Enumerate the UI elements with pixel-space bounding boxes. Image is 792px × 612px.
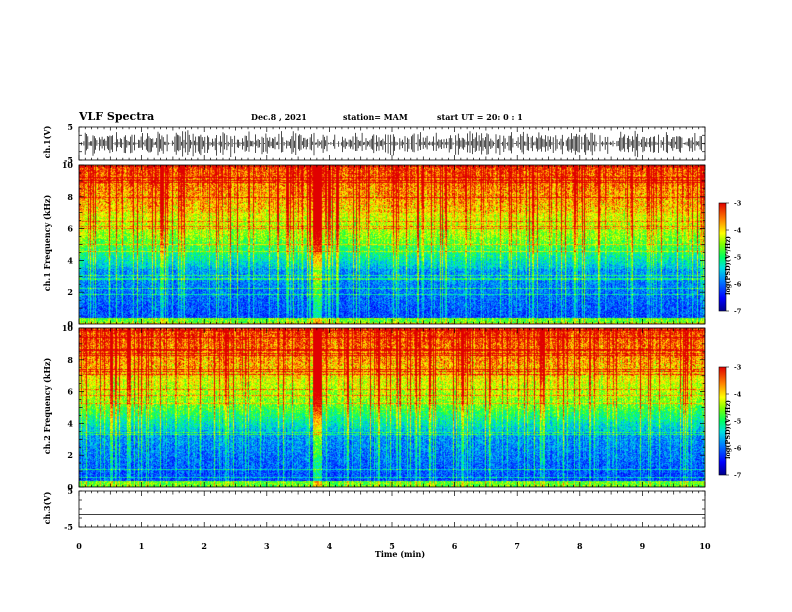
x-tick-label: 3 <box>264 541 270 551</box>
y-tick-label: 0 <box>67 319 73 329</box>
x-tick-label: 0 <box>76 541 82 551</box>
y-tick-label: -5 <box>64 522 73 532</box>
xaxis-label: Time (min) <box>374 549 426 559</box>
y-tick-label: 8 <box>67 192 73 202</box>
colorbar-tick-label: -3 <box>734 200 742 208</box>
ylabel-ch1-frequency: ch.1 Frequency (kHz) <box>42 194 52 292</box>
waveform-ch1-trace <box>79 130 705 158</box>
x-tick-label: 10 <box>699 541 711 551</box>
date-label: Dec.8 , 2021 <box>251 112 307 122</box>
colorbar-label-ch1: log(PSD)(V²/Hz) <box>724 236 732 295</box>
y-tick-label: 2 <box>67 450 73 460</box>
colorbar-tick-label: -4 <box>734 391 742 399</box>
y-tick-label: 6 <box>67 387 73 397</box>
y-tick-label: 0 <box>67 482 73 492</box>
spectrogram-ch1-image <box>79 165 705 324</box>
colorbar-tick-label: -4 <box>734 227 742 235</box>
x-tick-label: 9 <box>640 541 646 551</box>
axis-ticks <box>78 126 706 528</box>
x-tick-label: 1 <box>139 541 145 551</box>
y-tick-label: 2 <box>67 287 73 297</box>
y-tick-label: 4 <box>67 418 73 428</box>
colorbar-tick-label: -6 <box>734 281 742 289</box>
spectrogram-ch2-image <box>79 328 705 487</box>
panel-ch3-waveform <box>78 490 706 528</box>
y-tick-label: 6 <box>67 224 73 234</box>
x-tick-label: 7 <box>514 541 520 551</box>
colorbar-tick-label: -5 <box>734 418 742 426</box>
y-tick-label: 8 <box>67 355 73 365</box>
y-tick-label: 5 <box>67 122 73 132</box>
colorbar-tick-label: -3 <box>734 364 742 372</box>
colorbar-tick-label: -7 <box>734 472 741 480</box>
x-tick-label: 2 <box>201 541 207 551</box>
colorbar-label-ch2: log(PSD)(V²/Hz) <box>724 400 732 459</box>
y-tick-label: 4 <box>67 255 73 265</box>
x-tick-label: 8 <box>577 541 583 551</box>
x-tick-label: 4 <box>327 541 333 551</box>
start-time-label: start UT = 20: 0 : 1 <box>437 112 523 122</box>
y-tick-label: 10 <box>62 160 74 170</box>
station-label: station= MAM <box>343 112 408 122</box>
colorbar-tick-label: -7 <box>734 308 741 316</box>
x-tick-label: 5 <box>389 541 395 551</box>
y-tick-label: 5 <box>67 486 73 496</box>
colorbar-tick-label: -5 <box>734 254 742 262</box>
y-tick-label: 10 <box>62 323 74 333</box>
ylabel-ch1-waveform: ch.1(V) <box>42 125 52 159</box>
colorbar-ticks: -3 -4 -5 -6 -7 -3 -4 -5 -6 -7 <box>726 200 742 480</box>
x-tick-label: 6 <box>452 541 458 551</box>
chart-title: VLF Spectra <box>79 110 155 123</box>
ylabel-ch3-waveform: ch.3(V) <box>42 491 52 525</box>
ylabel-ch2-frequency: ch.2 Frequency (kHz) <box>42 357 52 455</box>
colorbar-tick-label: -6 <box>734 445 742 453</box>
y-tick-label: -5 <box>64 155 73 165</box>
waveform-ch1 <box>79 130 705 158</box>
